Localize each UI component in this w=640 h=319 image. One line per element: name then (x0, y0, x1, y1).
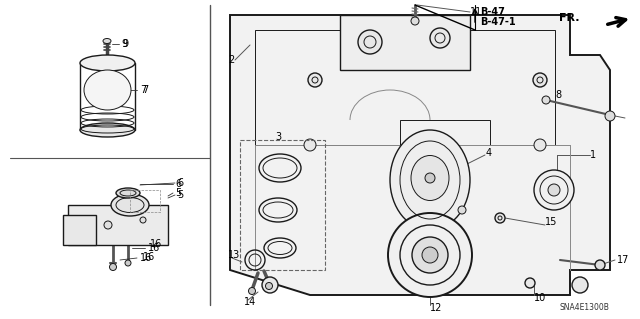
Text: 7: 7 (142, 85, 148, 95)
Text: 4: 4 (486, 148, 492, 158)
Bar (240, 140, 325, 270)
Polygon shape (63, 215, 96, 245)
Circle shape (534, 170, 574, 210)
Circle shape (430, 28, 450, 48)
Text: 12: 12 (430, 303, 442, 313)
Circle shape (458, 206, 466, 214)
Text: B-47-1: B-47-1 (480, 17, 516, 27)
Circle shape (495, 213, 505, 223)
Circle shape (525, 278, 535, 288)
Text: FR.: FR. (559, 13, 580, 23)
Polygon shape (340, 15, 470, 70)
Text: 11: 11 (470, 7, 483, 17)
Bar (130, 190, 160, 212)
Circle shape (605, 111, 615, 121)
Text: 3: 3 (275, 132, 281, 142)
Text: SNA4E1300B: SNA4E1300B (560, 303, 610, 313)
Text: 5: 5 (175, 188, 181, 198)
Text: 16: 16 (150, 239, 163, 249)
Circle shape (388, 213, 472, 297)
Ellipse shape (80, 55, 135, 71)
Text: 17: 17 (617, 255, 629, 265)
Text: 15: 15 (545, 217, 557, 227)
Text: 16: 16 (140, 253, 152, 263)
Text: 2: 2 (228, 55, 234, 65)
Circle shape (548, 184, 560, 196)
Circle shape (358, 30, 382, 54)
Text: 10: 10 (534, 293, 547, 303)
Text: 6: 6 (177, 178, 183, 188)
Circle shape (425, 173, 435, 183)
Circle shape (542, 96, 550, 104)
Circle shape (104, 221, 112, 229)
Text: 9: 9 (122, 39, 128, 49)
Circle shape (308, 73, 322, 87)
Ellipse shape (80, 123, 135, 137)
Ellipse shape (111, 194, 149, 216)
Text: 6: 6 (175, 179, 181, 189)
Text: 1: 1 (590, 150, 596, 160)
Ellipse shape (84, 70, 131, 110)
Circle shape (248, 287, 255, 294)
Ellipse shape (103, 39, 111, 43)
Text: 16: 16 (143, 252, 156, 262)
Circle shape (595, 260, 605, 270)
Polygon shape (230, 15, 610, 295)
Circle shape (411, 17, 419, 25)
Text: 7: 7 (140, 85, 147, 95)
Circle shape (262, 277, 278, 293)
Text: B-47: B-47 (480, 7, 505, 17)
Circle shape (109, 263, 116, 271)
Text: 9: 9 (121, 39, 127, 49)
Text: 14: 14 (244, 297, 256, 307)
Circle shape (140, 217, 146, 223)
Circle shape (534, 139, 546, 151)
Text: 5: 5 (177, 190, 183, 200)
Circle shape (266, 283, 273, 290)
Circle shape (572, 277, 588, 293)
Circle shape (533, 73, 547, 87)
Text: 16: 16 (148, 243, 160, 253)
Text: 13: 13 (228, 250, 240, 260)
Polygon shape (68, 205, 168, 245)
Circle shape (125, 260, 131, 266)
Circle shape (304, 139, 316, 151)
Circle shape (412, 237, 448, 273)
Text: 8: 8 (555, 90, 561, 100)
Ellipse shape (116, 188, 140, 198)
Ellipse shape (390, 130, 470, 230)
Circle shape (422, 247, 438, 263)
Ellipse shape (411, 155, 449, 201)
